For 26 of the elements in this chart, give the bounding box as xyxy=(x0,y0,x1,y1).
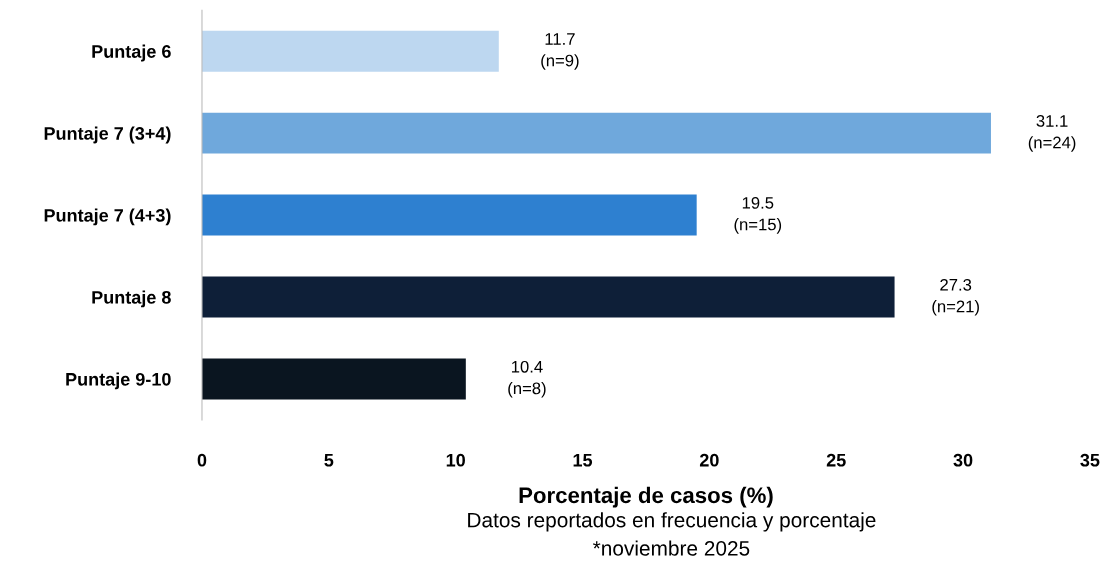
x-tick-label: 15 xyxy=(573,453,593,467)
y-tick-label: Puntaje 9-10 xyxy=(66,372,171,390)
data-label: 10.4 (n=8) xyxy=(508,360,546,398)
data-label: 31.1 (n=24) xyxy=(1028,115,1076,152)
bar xyxy=(201,30,499,72)
bar xyxy=(201,358,466,400)
y-tick-label: Puntaje 7 (4+3) xyxy=(44,208,171,226)
data-label: 27.3 (n=21) xyxy=(932,278,979,316)
y-tick-label: Puntaje 7 (3+4) xyxy=(44,126,171,144)
text: Datos reportados en frecuencia y porcentaje xyxy=(468,512,876,532)
x-axis-title: Porcentaje de casos (%) xyxy=(519,486,773,508)
x-tick-label: 20 xyxy=(699,453,719,467)
y-tick-label: Puntaje 8 xyxy=(92,290,171,308)
bar xyxy=(201,112,991,154)
text: *noviembre 2025 xyxy=(592,540,750,556)
bar xyxy=(201,194,697,236)
x-tick-label: 25 xyxy=(826,453,846,467)
x-tick-label: 10 xyxy=(446,453,465,467)
x-tick-label: 35 xyxy=(1080,453,1100,467)
x-tick-label: 0 xyxy=(197,453,207,467)
y-tick-label: Puntaje 6 xyxy=(92,44,171,62)
x-tick-label: 5 xyxy=(324,453,334,467)
data-label: 19.5 (n=15) xyxy=(734,196,782,234)
data-label: 11.7 (n=9) xyxy=(541,33,579,70)
x-tick-label: 30 xyxy=(953,453,973,467)
bar xyxy=(201,276,895,318)
